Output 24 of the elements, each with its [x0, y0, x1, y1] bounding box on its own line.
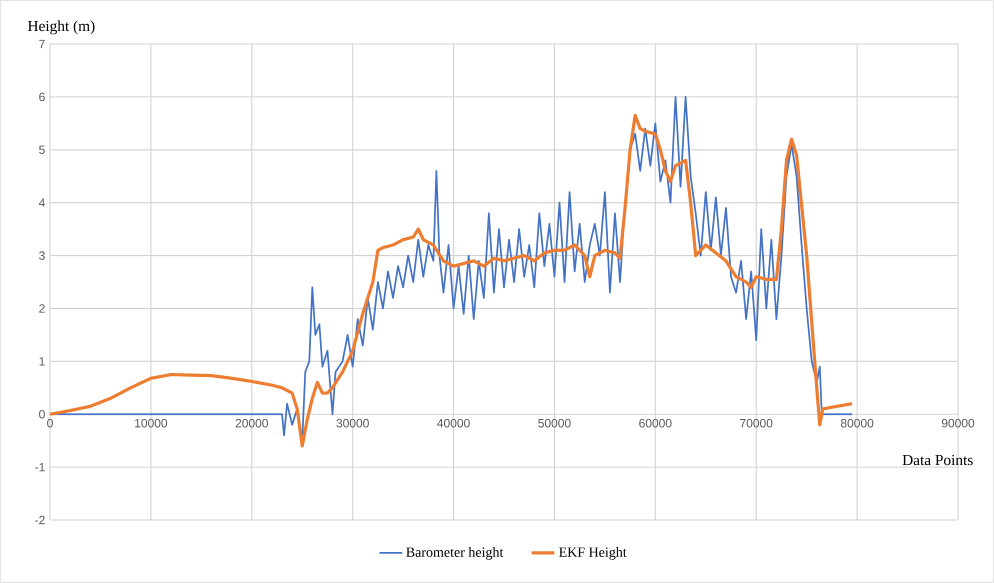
x-tick-label: 90000 — [942, 418, 974, 428]
x-tick-label: 80000 — [840, 418, 874, 428]
legend-label: EKF Height — [559, 547, 627, 560]
x-tick-label: 40000 — [437, 418, 470, 428]
y-tick-label: 6 — [39, 92, 45, 102]
x-tick-label: 20000 — [236, 418, 268, 428]
legend-label: Barometer height — [406, 547, 504, 560]
y-tick-label: -2 — [35, 516, 45, 524]
y-tick-label: -1 — [35, 462, 45, 472]
y-tick-label: 0 — [39, 410, 45, 418]
y-tick-label: 1 — [40, 357, 45, 366]
x-tick-label: 30000 — [336, 418, 369, 428]
x-tick-label: 70000 — [740, 418, 772, 428]
x-tick-label: 10000 — [135, 418, 168, 428]
x-tick-label: 60000 — [639, 418, 672, 428]
y-tick-label: 3 — [39, 251, 45, 260]
x-tick-label: 50000 — [538, 418, 571, 428]
y-axis-title: Height (m) — [28, 20, 95, 34]
y-tick-label: 7 — [39, 40, 45, 48]
y-tick-label: 5 — [39, 146, 45, 154]
y-tick-label: 4 — [38, 198, 45, 207]
y-tick-label: 2 — [39, 304, 45, 313]
x-axis-title: Data Points — [902, 454, 973, 466]
x-tick-label: 0 — [47, 418, 53, 428]
